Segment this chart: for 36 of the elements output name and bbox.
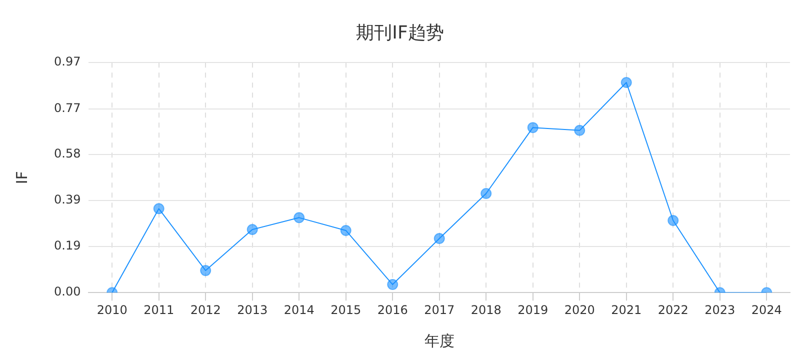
x-tick-label: 2013 [237,302,268,317]
x-axis-title: 年度 [424,332,454,350]
y-tick-label: 0.19 [54,238,81,253]
point [527,122,538,134]
point [153,203,164,214]
point [620,77,632,88]
y-tick-label: 0.58 [54,146,81,161]
x-tick-label: 2020 [564,302,595,317]
point [387,279,398,290]
point [574,124,586,136]
point [340,224,352,236]
x-tick-label: 2022 [658,302,688,317]
chart-title: 期刊IF趋势 [356,22,444,44]
y-tick-label: 0.97 [54,54,81,69]
x-tick-label: 2011 [144,302,174,317]
x-tick-label: 2017 [424,302,455,317]
point [294,212,305,224]
x-tick-label: 2016 [377,302,408,317]
x-tick-label: 2024 [751,302,782,317]
x-tick-label: 2010 [96,302,128,317]
x-tick-label: 2018 [470,302,502,317]
y-tick-label: 0.39 [54,192,81,207]
point [480,188,492,199]
x-tick-label: 2019 [518,302,548,317]
point [668,215,679,226]
y-tick-label: 0.00 [54,284,81,299]
point [434,233,445,244]
x-tick-label: 2021 [611,302,642,317]
point [246,224,258,236]
y-tick-label: 0.77 [54,101,81,116]
point [200,265,212,276]
x-tick-label: 2012 [190,302,221,317]
x-tick-label: 2014 [284,302,314,317]
y-axis-title: IF [12,171,31,184]
x-tick-label: 2023 [704,302,736,317]
x-tick-label: 2015 [330,302,362,317]
